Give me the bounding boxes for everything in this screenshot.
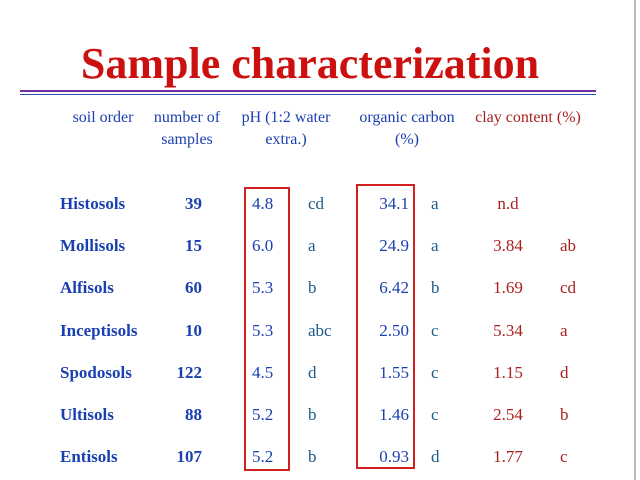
slide-title: Sample characterization xyxy=(80,39,540,88)
ph-group: d xyxy=(308,362,317,382)
sample-count: 122 xyxy=(176,362,203,382)
clay-content: 3.84 xyxy=(493,236,523,256)
ph-group: a xyxy=(308,236,316,256)
carbon-group: b xyxy=(431,278,440,298)
clay-group: c xyxy=(560,447,568,467)
carbon-group: d xyxy=(431,447,440,467)
ph-value: 4.8 xyxy=(252,194,274,213)
clay-group: ab xyxy=(560,236,577,256)
ph-value: 5.2 xyxy=(252,405,274,424)
clay-group: cd xyxy=(560,278,577,298)
organic-carbon: 2.50 xyxy=(379,320,409,340)
soil-order: Spodosols xyxy=(60,362,132,382)
carbon-group: a xyxy=(431,236,439,256)
soil-order: Mollisols xyxy=(60,236,126,256)
ph-group: b xyxy=(308,278,317,298)
window-edge xyxy=(634,0,636,480)
clay-group: d xyxy=(560,362,569,382)
clay-content: n.d xyxy=(497,194,519,213)
organic-carbon: 0.93 xyxy=(379,447,409,467)
carbon-group: a xyxy=(431,194,439,213)
ph-group: b xyxy=(308,405,317,424)
clay-content: 1.69 xyxy=(493,278,523,298)
soil-order: Histosols xyxy=(60,194,126,213)
clay-group: a xyxy=(560,320,568,340)
column-header: clay content (%) xyxy=(475,109,581,126)
carbon-group: c xyxy=(431,362,439,382)
ph-value: 5.3 xyxy=(252,278,274,298)
column-header: soil order xyxy=(72,109,134,126)
soil-order: Ultisols xyxy=(60,405,114,424)
clay-content: 1.77 xyxy=(493,447,523,467)
organic-carbon: 1.55 xyxy=(379,362,409,382)
organic-carbon: 1.46 xyxy=(379,405,409,424)
sample-count: 88 xyxy=(185,405,202,424)
clay-content: 5.34 xyxy=(493,320,523,340)
sample-count: 60 xyxy=(185,278,202,298)
ph-group: cd xyxy=(308,194,325,213)
organic-carbon: 24.9 xyxy=(379,236,409,256)
title-rule xyxy=(20,90,596,92)
sample-count: 39 xyxy=(185,194,202,213)
title-rule xyxy=(20,94,596,95)
column-header: number of samples xyxy=(153,109,221,148)
highlight-box xyxy=(244,187,290,471)
carbon-group: c xyxy=(431,405,439,424)
ph-value: 6.0 xyxy=(252,236,274,256)
clay-content: 1.15 xyxy=(493,362,523,382)
sample-count: 15 xyxy=(185,236,202,256)
ph-group: b xyxy=(308,447,317,467)
organic-carbon: 6.42 xyxy=(379,278,409,298)
ph-value: 4.5 xyxy=(252,362,274,382)
soil-order: Inceptisols xyxy=(60,320,138,340)
ph-value: 5.3 xyxy=(252,320,274,340)
soil-order: Alfisols xyxy=(60,278,114,298)
sample-count: 107 xyxy=(176,447,203,467)
carbon-group: c xyxy=(431,320,439,340)
clay-group: b xyxy=(560,405,569,424)
organic-carbon: 34.1 xyxy=(379,194,409,213)
highlight-box xyxy=(356,184,415,469)
ph-value: 5.2 xyxy=(252,447,274,467)
sample-count: 10 xyxy=(185,320,202,340)
clay-content: 2.54 xyxy=(493,405,523,424)
soil-order: Entisols xyxy=(60,447,118,467)
column-header: pH (1:2 water extra.) xyxy=(241,109,331,148)
ph-group: abc xyxy=(308,320,332,340)
column-header: organic carbon (%) xyxy=(359,109,455,148)
